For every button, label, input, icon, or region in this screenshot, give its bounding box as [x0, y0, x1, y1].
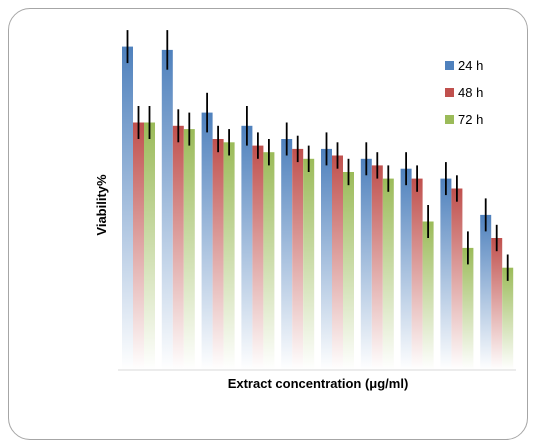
bar-s2-c7	[371, 165, 383, 370]
bar-s2-c5	[292, 148, 304, 370]
bar-s1-c2	[161, 49, 173, 371]
bar-s2-c4	[252, 145, 264, 370]
x-axis-label: Extract concentration (μg/ml)	[228, 376, 409, 391]
bar-s3-c2	[183, 129, 195, 370]
bar-s3-c8	[422, 221, 434, 370]
legend-swatch-2	[445, 88, 454, 97]
bar-s3-c10	[502, 267, 514, 370]
bar-s2-c9	[451, 188, 463, 370]
bar-s1-c3	[201, 112, 213, 370]
bar-s2-c3	[212, 139, 224, 370]
bar-s3-c1	[144, 122, 155, 370]
bar-s1-c6	[321, 148, 332, 370]
bar-s1-c5	[281, 139, 293, 370]
legend-label-3: 72 h	[458, 112, 483, 127]
bar-s1-c4	[241, 125, 253, 370]
bar-s2-c2	[172, 125, 184, 370]
bar-s3-c5	[303, 158, 315, 370]
bar-s2-c1	[133, 122, 144, 370]
legend-swatch-3	[445, 115, 454, 124]
bar-s3-c3	[223, 142, 235, 370]
bar-s1-c7	[360, 158, 372, 370]
bar-s1-c9	[440, 178, 452, 370]
bar-s3-c6	[343, 172, 354, 370]
bar-s2-c6	[332, 155, 343, 370]
legend-swatch-1	[445, 61, 454, 70]
bar-s2-c8	[411, 178, 423, 370]
legend-label-1: 24 h	[458, 58, 483, 73]
legend-label-2: 48 h	[458, 85, 483, 100]
bar-s3-c4	[263, 152, 275, 370]
bar-s1-c10	[480, 214, 492, 370]
bar-s3-c7	[382, 178, 394, 370]
bar-s1-c1	[122, 46, 133, 370]
bar-s3-c9	[462, 247, 474, 370]
bar-s1-c8	[400, 168, 412, 370]
bars-layer	[122, 30, 514, 371]
bar-s2-c10	[491, 238, 503, 370]
legend: 24 h 48 h 72 h	[445, 58, 483, 127]
y-axis-label: Viability%	[94, 174, 109, 236]
